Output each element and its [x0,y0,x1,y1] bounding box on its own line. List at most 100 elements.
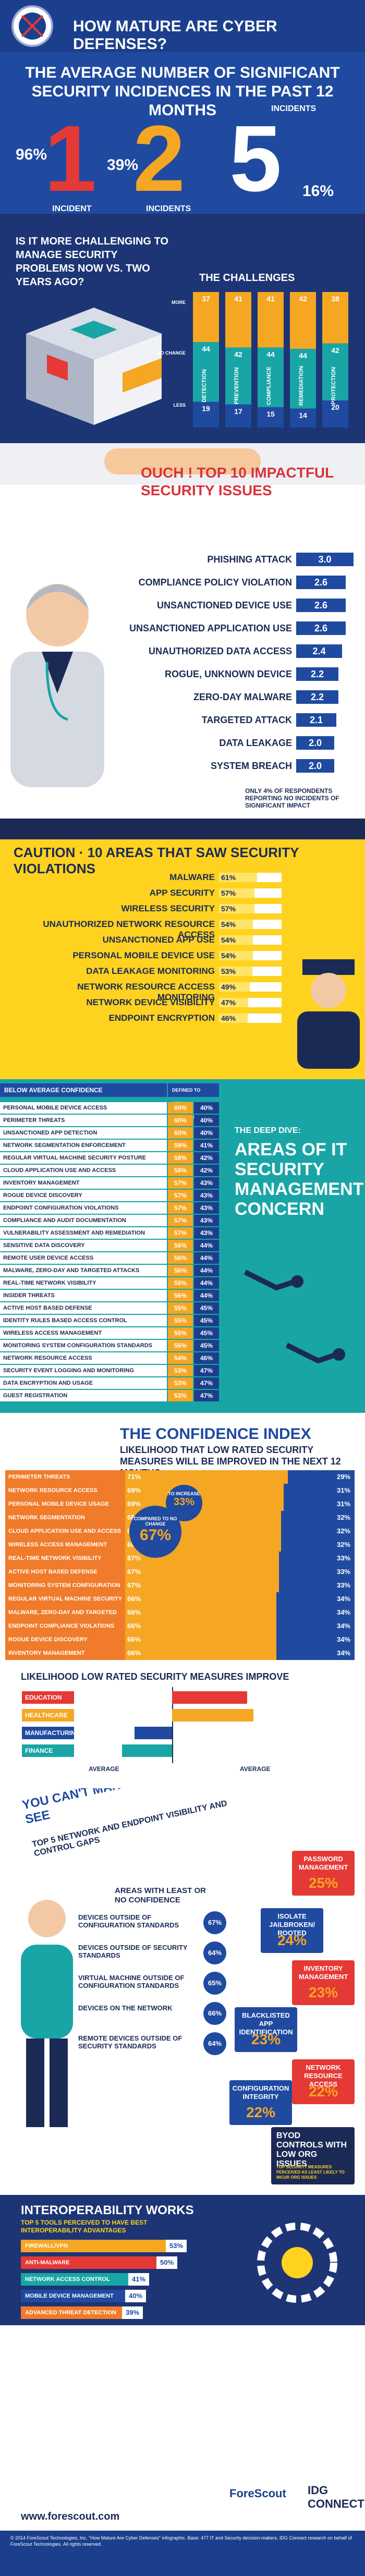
violation-value: 46% [221,1014,236,1022]
challenge-bar-value: 38 [331,295,339,303]
confidence-row: WIRELESS ACCESS MANAGEMENT68%32% [0,1538,365,1552]
deep-dive-below: 56% [168,1290,193,1301]
deep-dive-below: 55% [168,1315,193,1326]
confidence-no-change: 67% [127,1581,141,1589]
confidence-row-label: NETWORK RESOURCE ACCESS [5,1484,125,1497]
deep-dive-below: 56% [168,1252,193,1264]
challenge-category-label: DETECTION [201,369,208,402]
deep-dive-below: 56% [168,1277,193,1289]
visibility-gap-box: NETWORK RESOURCE ACCESS 22% [292,2059,355,2104]
visibility-gap-value: 23% [251,2031,281,2047]
challenge-bar-value: 44 [299,351,307,360]
challenge-bar-value: 17 [234,407,242,416]
deep-dive-row-label: UNSANCTIONED APP DETECTION [0,1127,167,1139]
deep-dive-row-label: REMOTE USER DEVICE ACCESS [0,1252,167,1264]
deep-dive-strong: 43% [194,1202,219,1214]
deep-dive-strong: 44% [194,1240,219,1251]
challenges-chart-title: THE CHALLENGES [199,272,295,284]
challenge-bar-value: 42 [331,346,339,355]
visibility-left-value: 66% [203,2002,226,2025]
count-one-label: INCIDENT [52,204,92,213]
industry-bar [122,1744,172,1757]
violation-bar: 54% [219,920,282,929]
challenge-bar [290,408,316,428]
deep-dive-row-label: CLOUD APPLICATION USE AND ACCESS [0,1165,167,1176]
interoperability-label: MOBILE DEVICE MANAGEMENT [25,2293,114,2299]
deep-dive-strong: 47% [194,1377,219,1389]
violation-bar: 54% [219,951,282,960]
challenges-chart: 37 44 19 DETECTION 41 42 17 PREVENTION 41 44 15 COM… [193,292,348,428]
confidence-no-change: 69% [127,1500,141,1508]
confidence-row-label: MALWARE, ZERO-DAY AND TARGETED ATTACKS [5,1606,125,1629]
deep-dive-row-label: MONITORING SYSTEM CONFIGURATION STANDARD… [0,1340,167,1351]
deep-dive-row-label: MALWARE, ZERO-DAY AND TARGETED ATTACKS [0,1265,167,1276]
confidence-section: THE CONFIDENCE INDEX LIKELIHOOD THAT LOW… [0,1413,365,1668]
industry-label: FINANCE [22,1744,74,1757]
deep-dive-strong: 47% [194,1365,219,1376]
visibility-gap-label: PASSWORD MANAGEMENT [298,1855,348,1871]
confidence-row: MONITORING SYSTEM CONFIGURATION STANDARD… [0,1579,365,1602]
confidence-bubble-big: COMPARED TO NO CHANGE 67% [129,1506,181,1558]
confidence-row-label: PERIMETER THREATS [5,1470,125,1484]
interoperability-label: FIREWALL/VPN [25,2243,68,2249]
deep-dive-strong: 47% [194,1390,219,1401]
deep-dive-strong: 45% [194,1302,219,1314]
industry-label: EDUCATION [22,1691,74,1704]
person-icon [21,1900,73,2127]
deep-dive-below: 55% [168,1327,193,1339]
confidence-row-label: INVENTORY MANAGEMENT [5,1646,125,1660]
interoperability-row: ADVANCED THREAT DETECTION 39% [21,2306,143,2319]
violations-section: CAUTION · 10 AREAS THAT SAW SECURITY VIO… [0,819,365,1079]
violation-bar: 46% [219,1014,282,1023]
violation-bar-fill [219,888,254,898]
violation-label: NETWORK DEVICE VISIBILITY [86,997,215,1007]
interoperability-row: FIREWALL/VPN 53% [21,2240,187,2252]
industry-title: LIKELIHOOD LOW RATED SECURITY MEASURES I… [21,1671,289,1682]
deep-dive-headline: AREAS OF IT SECURITY MANAGEMENT CONCERN [235,1140,364,1219]
doctor-illustration-icon [10,584,104,787]
confidence-no-change: 66% [127,1635,141,1643]
violation-bar-fill [219,951,253,960]
visibility-gap-value: 22% [308,2083,338,2099]
confidence-bar: 66% 34% [125,1646,355,1660]
violation-bar-fill [219,873,257,882]
violation-bar: 57% [219,904,282,913]
visibility-gap-value: 25% [308,1875,338,1891]
confidence-increase: 29% [288,1470,355,1484]
visibility-left-title: AREAS WITH LEAST OR NO CONFIDENCE [115,1886,206,1904]
challenge-bar-value: 42 [234,350,242,359]
confidence-row: CLOUD APPLICATION USE AND ACCESS68%32% [0,1524,365,1538]
challenge-bar [322,292,348,344]
tape-icon [0,443,365,485]
issue-bar: 2.6 [296,621,346,635]
violation-bar-fill [219,904,254,913]
average-incidents-section: THE AVERAGE NUMBER OF SIGNIFICANT SECURI… [0,52,365,214]
confidence-row: PERIMETER THREATS 71% 29% [0,1470,365,1484]
count-five-percent: 16% [302,182,334,200]
deep-dive-below: 53% [168,1365,193,1376]
challenge-bar-value: 15 [266,410,275,418]
deep-dive-row-label: ACTIVE HOST BASED DEFENSE [0,1302,167,1314]
challenge-bar-value: 14 [299,411,307,420]
deep-dive-strong: 40% [194,1127,219,1139]
footer-url[interactable]: www.forescout.com [21,2511,120,2522]
violation-label: UNSANCTIONED APP USE [102,935,215,945]
deep-dive-row-label: REGULAR VIRTUAL MACHINE SECURITY POSTURE [0,1152,167,1164]
confidence-row: INVENTORY MANAGEMENT 66% 34% [0,1646,365,1660]
confidence-no-change: 67% [127,1554,141,1562]
deep-dive-strong: 46% [194,1352,219,1364]
confidence-row-label: WIRELESS ACCESS MANAGEMENT [5,1538,125,1552]
deep-dive-below: 60% [168,1127,193,1139]
byod-box: BYOD CONTROLS WITH LOW ORG ISSUES TOP SE… [271,2127,355,2184]
visibility-left-label: DEVICES OUTSIDE OF SECURITY STANDARDS [78,1944,188,1959]
challenge-bar-value: 41 [266,295,275,303]
issue-bar: 2.1 [296,713,336,727]
page-title: HOW MATURE ARE CYBER DEFENSES? [73,18,277,52]
confidence-increase: 32% [281,1511,355,1524]
confidence-increase: 34% [276,1619,355,1633]
deep-dive-below: 60% [168,1102,193,1114]
visibility-gap-label: NETWORK RESOURCE ACCESS [304,2064,343,2088]
confidence-row: REAL-TIME NETWORK VISIBILITY 67% 33% [0,1552,365,1565]
deep-dive-section: BELOW AVERAGE CONFIDENCE DEFINED TO STRO… [0,1079,365,1413]
confidence-increase: 32% [281,1524,355,1538]
